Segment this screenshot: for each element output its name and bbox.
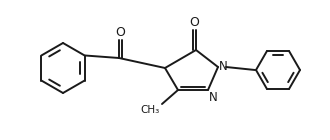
- Text: O: O: [189, 16, 199, 29]
- Text: N: N: [219, 60, 228, 73]
- Text: CH₃: CH₃: [141, 105, 160, 115]
- Text: N: N: [209, 91, 218, 104]
- Text: O: O: [115, 26, 125, 39]
